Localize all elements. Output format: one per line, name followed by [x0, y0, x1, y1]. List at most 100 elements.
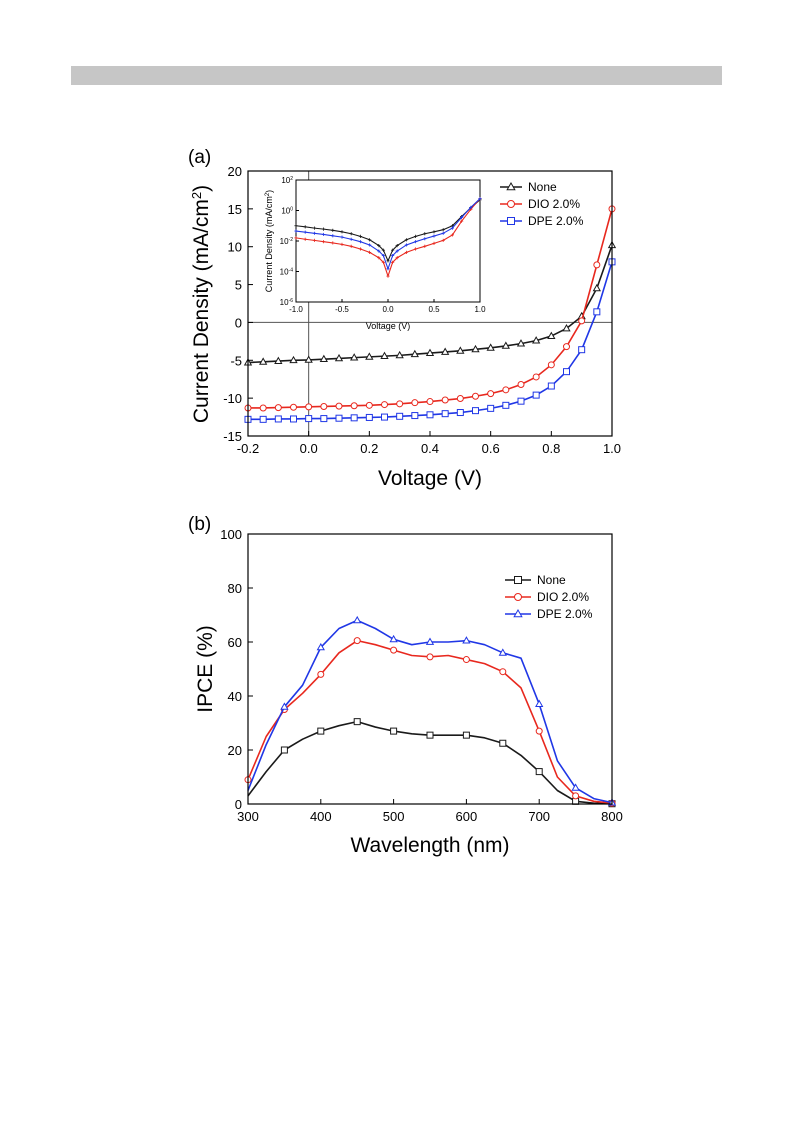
series-a-dpe-2-0	[244, 258, 616, 423]
inset-ylabel: Current Density (mA/cm2)	[264, 190, 274, 292]
series-a-none	[243, 240, 617, 366]
chart-a-xlabel: Voltage (V)	[378, 467, 482, 490]
inset-y-tick-label: 102	[281, 176, 293, 185]
legend-a-marker-none	[506, 181, 516, 191]
inset-ylabel-end: )	[264, 190, 274, 193]
y-tick-label: -15	[223, 429, 242, 444]
series-b-dpe-2-0	[247, 615, 617, 806]
data-point	[456, 346, 465, 354]
x-tick-label: 600	[456, 809, 478, 824]
inset-xlabel: Voltage (V)	[366, 321, 411, 331]
data-point	[335, 414, 343, 422]
inset-x-tick-label: 0.5	[428, 305, 440, 314]
chart-b-ylabel: IPCE (%)	[194, 625, 217, 713]
data-point	[381, 401, 388, 409]
legend-b-dpe: DPE 2.0%	[537, 607, 593, 621]
data-point	[456, 395, 464, 403]
inset-series-none	[294, 198, 482, 263]
data-point	[305, 415, 313, 423]
legend-a-dio: DIO 2.0%	[528, 197, 580, 211]
data-point	[547, 331, 556, 339]
inset-frame	[295, 179, 481, 303]
x-tick-label: 1.0	[603, 441, 621, 456]
legend-b-marker-none	[514, 576, 522, 584]
chart-a-ticks: -0.2 0.0 0.2 0.4 0.6 0.8 1.0 -15 -10 -5 0 5 10 15 20	[223, 164, 621, 456]
data-point	[547, 361, 555, 369]
x-tick-label: 400	[310, 809, 332, 824]
data-point	[289, 355, 298, 364]
series-a-dio-2-0	[244, 205, 616, 412]
data-point	[486, 343, 495, 351]
data-point	[426, 653, 434, 661]
y-tick-label: -10	[223, 391, 242, 406]
data-point	[578, 346, 586, 354]
data-point	[350, 353, 359, 361]
data-point	[499, 739, 507, 747]
data-point	[517, 397, 525, 405]
data-point	[578, 317, 586, 325]
y-tick-label: -5	[230, 353, 242, 368]
data-point	[472, 392, 479, 400]
data-point	[365, 401, 373, 409]
data-point	[498, 648, 507, 656]
data-point	[396, 412, 404, 420]
data-point	[547, 382, 555, 390]
data-point	[365, 352, 374, 360]
x-tick-label: -0.2	[237, 441, 259, 456]
data-point	[562, 324, 571, 332]
data-point	[563, 368, 570, 376]
legend-marker	[507, 217, 515, 225]
chart-a-ylabel-end: )	[190, 185, 213, 192]
data-point	[317, 727, 325, 735]
data-point	[274, 415, 282, 423]
inset-series-dio-2-0	[294, 197, 482, 278]
panel-label-b: (b)	[188, 514, 211, 535]
series-b-none	[247, 718, 616, 808]
chart-b-frame	[247, 533, 613, 805]
data-point	[259, 404, 267, 412]
inset-y-tick-label: 100	[281, 207, 293, 216]
inset-ylabel-text: Current Density (mA/cm	[264, 196, 274, 292]
x-tick-label: 300	[237, 809, 259, 824]
data-point	[353, 637, 361, 645]
legend-a-marker-dpe	[507, 217, 515, 225]
legend-b-marker-dpe	[513, 608, 523, 618]
data-point	[535, 768, 543, 776]
legend-marker	[513, 608, 523, 618]
series-b-line-dio-2-0	[247, 639, 613, 804]
chart-a-legend: None DIO 2.0% DPE 2.0%	[500, 180, 584, 228]
data-point	[472, 407, 479, 415]
data-point	[426, 411, 434, 419]
data-point	[335, 402, 343, 410]
legend-a-none: None	[528, 180, 557, 194]
data-point	[290, 403, 297, 411]
data-point	[280, 702, 289, 710]
chart-b-xlabel: Wavelength (nm)	[350, 834, 509, 857]
data-point	[380, 351, 389, 360]
data-point	[390, 646, 398, 654]
data-point	[319, 354, 328, 363]
inset-ylabel-sup: 2	[265, 192, 271, 196]
data-point	[259, 415, 267, 423]
data-point	[410, 349, 419, 358]
legend-marker	[506, 181, 516, 191]
x-tick-label: 0.2	[360, 441, 378, 456]
series-b-dio-2-0	[244, 637, 616, 807]
data-point	[441, 347, 450, 355]
legend-b-marker-dio	[514, 593, 522, 601]
chart-a-series	[243, 205, 617, 423]
data-point	[365, 413, 373, 421]
data-point	[441, 410, 449, 418]
y-tick-label: 20	[228, 164, 242, 179]
data-point	[426, 731, 434, 739]
y-tick-label: 10	[228, 240, 242, 255]
data-point	[317, 670, 325, 678]
data-point	[274, 356, 283, 364]
legend-b-none: None	[537, 573, 566, 587]
x-tick-label: 0.6	[482, 441, 500, 456]
data-point	[389, 634, 398, 643]
header-bar	[71, 66, 722, 85]
y-tick-label: 100	[220, 527, 242, 542]
data-point	[517, 381, 525, 389]
